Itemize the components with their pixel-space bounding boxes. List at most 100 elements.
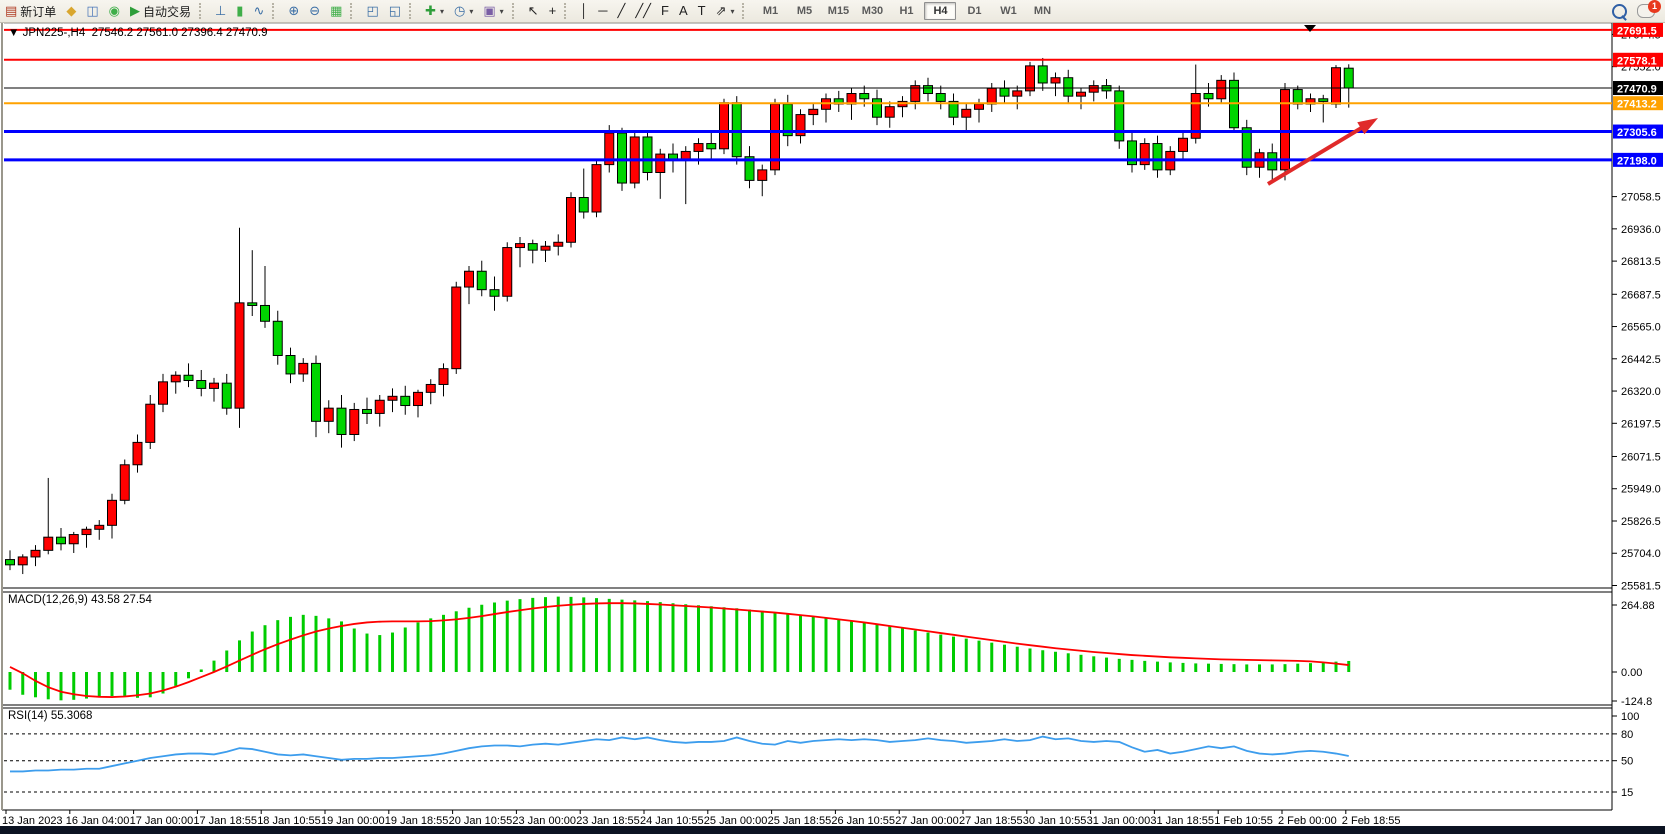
periods-button[interactable]: ◷ ▾ xyxy=(449,1,478,21)
candles xyxy=(5,57,1354,575)
resistance-line-2-price-label xyxy=(1613,52,1663,67)
timeframe-m15-button[interactable]: M15 xyxy=(827,5,850,17)
toolbar-separator xyxy=(198,3,207,19)
bar-chart-icon: ⊥ xyxy=(214,3,227,18)
resistance-line-1-price-text: 27691.5 xyxy=(1617,25,1657,37)
horizontal-line-button[interactable]: ─ xyxy=(593,1,612,21)
toolbar: ▤ 新订单 ◆ ◫ ◉ ▶ 自动交易 ⊥ ▮ ∿ ⊕ ⊖ ▦ ◰ ◱ ✚ ▾ ◷ ▾ ▣ ▾ ↖ + │ ─ ╱ ╱╱ F A T ⇗ ▾ M1… xyxy=(0,0,1665,23)
label-icon: T xyxy=(697,3,706,18)
toolbar-separator xyxy=(350,3,358,19)
y-axis-tick: 26442.5 xyxy=(1621,354,1661,366)
x-axis-label: 13 Jan 2023 xyxy=(2,815,63,826)
timeframe-w1-button[interactable]: W1 xyxy=(1000,5,1017,17)
charts-window-icon[interactable]: ◫ xyxy=(81,1,103,21)
text-icon: A xyxy=(678,3,688,18)
x-axis-label: 24 Jan 10:55 xyxy=(640,815,704,826)
dropdown-caret-icon[interactable]: ▾ xyxy=(439,6,444,16)
new-order-button[interactable]: ▤ 新订单 xyxy=(0,1,61,21)
bar-chart-button[interactable]: ⊥ xyxy=(210,1,231,21)
y-axis-tick: 25826.5 xyxy=(1621,516,1661,528)
toolbar-separator xyxy=(742,3,750,19)
chart-window: 27674.527552.027058.526936.026813.526687… xyxy=(0,22,1665,827)
line-chart-icon: ∿ xyxy=(253,3,265,18)
dropdown-caret-icon[interactable]: ▾ xyxy=(730,6,735,16)
vertical-line-button[interactable]: │ xyxy=(575,1,593,21)
crosshair-button[interactable]: + xyxy=(544,1,562,21)
zoom-out-icon: ⊖ xyxy=(309,3,321,18)
vertical-line-icon: │ xyxy=(580,3,589,18)
signals-icon[interactable]: ◉ xyxy=(104,1,125,21)
profiles-button[interactable]: ◰ xyxy=(361,1,383,21)
text-button[interactable]: A xyxy=(674,1,693,21)
fibonacci-button[interactable]: F xyxy=(656,1,674,21)
trendline-icon: ╱ xyxy=(617,3,626,18)
timeframe-h1-button[interactable]: H1 xyxy=(899,5,914,17)
zoom-in-button[interactable]: ⊕ xyxy=(283,1,304,21)
symbol-name: JPN225-,H4 xyxy=(22,27,86,39)
channel-button[interactable]: ╱╱ xyxy=(630,1,656,21)
pivot-line-price-text: 27413.2 xyxy=(1617,99,1657,111)
x-axis-label: 2 Feb 00:00 xyxy=(1278,815,1337,826)
zoom-out-button[interactable]: ⊖ xyxy=(304,1,325,21)
periods-icon: ◷ xyxy=(453,3,466,18)
horizontal-line-icon: ─ xyxy=(598,3,608,18)
y-axis-tick: 25581.5 xyxy=(1621,580,1661,592)
signals-icon-icon: ◉ xyxy=(108,3,120,18)
wallet-icon[interactable]: ◆ xyxy=(61,1,81,21)
label-button[interactable]: T xyxy=(693,1,711,21)
new-order-button-label: 新订单 xyxy=(20,4,57,19)
y-axis-tick: 26197.5 xyxy=(1621,418,1661,430)
timeframe-d1-button[interactable]: D1 xyxy=(967,5,982,17)
current-price-line-price-text: 27470.9 xyxy=(1617,84,1657,96)
macd-axis-tick: 0.00 xyxy=(1621,667,1642,679)
trend-arrow-head[interactable] xyxy=(1357,118,1378,135)
cursor-button[interactable]: ↖ xyxy=(523,1,544,21)
dropdown-caret-icon[interactable]: ▾ xyxy=(499,6,504,16)
toolbar-right: 1 xyxy=(1612,0,1665,19)
new-chart-button[interactable]: ✚ ▾ xyxy=(420,1,449,21)
pivot-line-price-label xyxy=(1613,96,1663,111)
macd-indicator-label: MACD(12,26,9) 43.58 27.54 xyxy=(8,594,152,606)
timeframe-m1-button[interactable]: M1 xyxy=(762,5,779,17)
x-axis-label: 18 Jan 10:55 xyxy=(257,815,321,826)
x-axis-label: 23 Jan 00:00 xyxy=(512,815,576,826)
zoom-in-icon: ⊕ xyxy=(288,3,300,18)
triangle-marker[interactable] xyxy=(1304,25,1316,32)
collapse-icon[interactable]: ▼ xyxy=(8,27,20,39)
x-axis-label: 31 Jan 18:55 xyxy=(1150,815,1214,826)
trendline-button[interactable]: ╱ xyxy=(613,1,631,21)
support-line-2-price-text: 27198.0 xyxy=(1617,155,1657,167)
tile-windows-button[interactable]: ▦ xyxy=(325,1,347,21)
templates-icon: ▣ xyxy=(483,3,496,18)
rsi-axis-tick: 15 xyxy=(1621,787,1633,799)
current-price-line-price-label xyxy=(1613,81,1663,96)
fibonacci-icon: F xyxy=(660,3,669,18)
new-order-icon: ▤ xyxy=(5,3,18,18)
macd-signal-line xyxy=(9,602,1349,698)
timeframe-mn-button[interactable]: MN xyxy=(1033,5,1052,17)
autotrading-button-label: 自动交易 xyxy=(142,4,191,19)
timeframe-m30-button[interactable]: M30 xyxy=(861,5,884,17)
autotrading-button[interactable]: ▶ 自动交易 xyxy=(125,1,196,21)
timeframe-h4-button[interactable]: H4 xyxy=(924,2,957,20)
y-axis-tick: 26565.0 xyxy=(1621,322,1661,334)
tile-windows-icon: ▦ xyxy=(330,3,343,18)
dropdown-caret-icon[interactable]: ▾ xyxy=(469,6,474,16)
notifications-icon[interactable]: 1 xyxy=(1637,0,1661,18)
x-axis-label: 20 Jan 10:55 xyxy=(449,815,513,826)
y-axis-tick: 27058.5 xyxy=(1621,192,1661,204)
candlestick-chart-button[interactable]: ▮ xyxy=(231,1,248,21)
x-axis-label: 31 Jan 00:00 xyxy=(1087,815,1151,826)
trend-arrow[interactable] xyxy=(1266,123,1368,186)
templates-button[interactable]: ▣ ▾ xyxy=(478,1,508,21)
toolbar-buttons: ▤ 新订单 ◆ ◫ ◉ ▶ 自动交易 ⊥ ▮ ∿ ⊕ ⊖ ▦ ◰ ◱ ✚ ▾ ◷ ▾ ▣ ▾ ↖ + │ ─ ╱ ╱╱ F A T ⇗ ▾ M1… xyxy=(0,0,1612,22)
data-window-button[interactable]: ◱ xyxy=(384,1,406,21)
cursor-icon: ↖ xyxy=(527,3,539,18)
timeframe-m5-button[interactable]: M5 xyxy=(796,5,813,17)
rsi-axis-tick: 100 xyxy=(1621,711,1639,723)
line-chart-button[interactable]: ∿ xyxy=(248,1,269,21)
search-icon[interactable] xyxy=(1612,3,1627,19)
price-chart[interactable]: 27674.527552.027058.526936.026813.526687… xyxy=(0,22,1665,827)
shapes-button[interactable]: ⇗ ▾ xyxy=(711,1,740,21)
data-window-icon: ◱ xyxy=(388,3,402,18)
